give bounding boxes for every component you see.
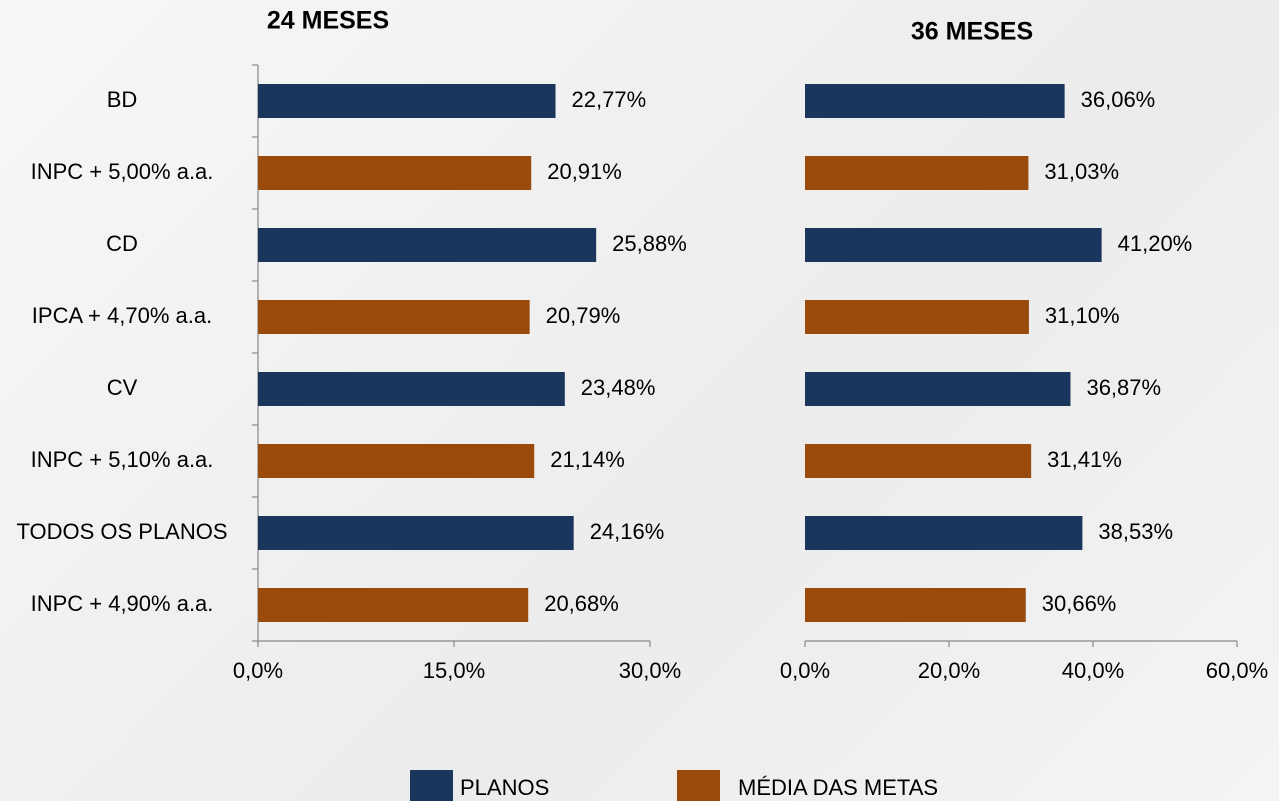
category-label: INPC + 4,90% a.a. <box>31 591 214 616</box>
x-tick-label: 0,0% <box>233 658 283 683</box>
bar <box>805 84 1065 118</box>
bar <box>258 228 597 262</box>
x-tick-label: 20,0% <box>918 658 980 683</box>
value-label: 25,88% <box>612 231 687 256</box>
bar <box>805 444 1032 478</box>
bar <box>258 84 556 118</box>
category-label: INPC + 5,00% a.a. <box>31 159 214 184</box>
category-label: INPC + 5,10% a.a. <box>31 447 214 472</box>
bar <box>258 588 529 622</box>
category-label: TODOS OS PLANOS <box>16 519 227 544</box>
chart-title: 36 MESES <box>911 18 1033 46</box>
category-label: IPCA + 4,70% a.a. <box>32 303 212 328</box>
value-label: 20,68% <box>544 591 619 616</box>
value-label: 36,06% <box>1081 87 1156 112</box>
legend-label: MÉDIA DAS METAS <box>738 775 938 800</box>
bar <box>258 156 532 190</box>
x-tick-label: 40,0% <box>1062 658 1124 683</box>
bar <box>805 516 1083 550</box>
value-label: 20,91% <box>547 159 622 184</box>
bar <box>258 516 574 550</box>
value-label: 31,10% <box>1045 303 1120 328</box>
x-tick-label: 0,0% <box>780 658 830 683</box>
value-label: 30,66% <box>1042 591 1117 616</box>
bar <box>258 444 535 478</box>
value-label: 31,03% <box>1044 159 1119 184</box>
value-label: 20,79% <box>546 303 621 328</box>
value-label: 24,16% <box>590 519 665 544</box>
bar <box>805 300 1029 334</box>
value-label: 23,48% <box>581 375 656 400</box>
bar <box>805 588 1026 622</box>
chart-title: 24 MESES <box>267 7 389 35</box>
x-tick-label: 30,0% <box>619 658 681 683</box>
category-label: CD <box>106 231 138 256</box>
bar <box>258 300 530 334</box>
legend-swatch <box>410 770 453 801</box>
category-label: CV <box>107 375 138 400</box>
value-label: 22,77% <box>572 87 647 112</box>
legend-swatch <box>677 770 720 801</box>
value-label: 38,53% <box>1098 519 1173 544</box>
bar <box>805 156 1029 190</box>
value-label: 41,20% <box>1118 231 1193 256</box>
bar <box>805 372 1071 406</box>
value-label: 21,14% <box>550 447 625 472</box>
bar <box>805 228 1102 262</box>
legend-label: PLANOS <box>460 775 549 800</box>
value-label: 31,41% <box>1047 447 1122 472</box>
bar <box>258 372 565 406</box>
category-label: BD <box>107 87 138 112</box>
x-tick-label: 15,0% <box>423 658 485 683</box>
x-tick-label: 60,0% <box>1206 658 1268 683</box>
value-label: 36,87% <box>1086 375 1161 400</box>
